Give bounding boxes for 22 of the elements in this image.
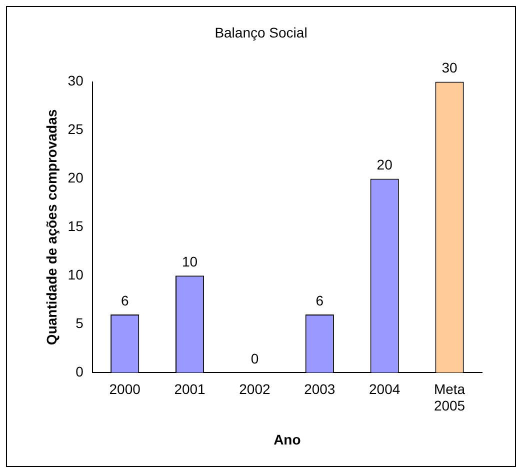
y-tick-label: 10 xyxy=(68,266,84,283)
y-axis-title: Quantidade de ações comprovadas xyxy=(43,109,60,346)
y-tick-label: 15 xyxy=(68,218,84,234)
x-axis-title: Ano xyxy=(274,431,301,448)
data-label: 6 xyxy=(120,292,129,308)
data-label: 30 xyxy=(442,60,458,76)
x-tick-label: 2003 xyxy=(304,380,336,397)
data-label: 10 xyxy=(182,254,198,270)
y-tick-label: 25 xyxy=(68,121,84,138)
y-tick-label: 30 xyxy=(68,72,84,89)
y-tick-label: 5 xyxy=(76,314,84,331)
data-label: 20 xyxy=(376,156,393,173)
x-tick-label: 2004 xyxy=(369,380,400,397)
y-tick-label: 0 xyxy=(76,363,84,380)
x-tick-label: 2002 xyxy=(239,380,270,397)
x-tick-label: 2000 xyxy=(109,380,141,397)
data-label: 0 xyxy=(250,350,259,366)
y-tick-label: 20 xyxy=(68,170,84,186)
chart-title: Balanço Social xyxy=(214,24,308,40)
data-label: 6 xyxy=(316,292,324,308)
x-tick-label: 2001 xyxy=(174,380,206,397)
x-tick-label: Meta 2005 xyxy=(434,380,466,414)
